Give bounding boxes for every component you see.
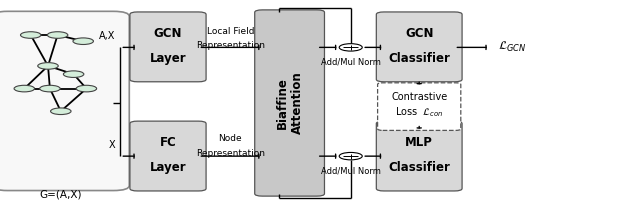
FancyBboxPatch shape: [376, 121, 462, 191]
Circle shape: [38, 63, 58, 69]
Text: Add/Mul Norm: Add/Mul Norm: [321, 167, 381, 176]
Text: Node: Node: [219, 134, 242, 143]
Text: Add/Mul Norm: Add/Mul Norm: [321, 58, 381, 67]
Circle shape: [76, 85, 97, 92]
Circle shape: [73, 38, 93, 44]
FancyBboxPatch shape: [376, 12, 462, 82]
Circle shape: [339, 152, 362, 160]
Circle shape: [14, 85, 35, 92]
Text: Layer: Layer: [150, 161, 186, 174]
Text: A,X: A,X: [99, 31, 115, 41]
FancyBboxPatch shape: [378, 83, 461, 130]
FancyBboxPatch shape: [0, 11, 129, 191]
FancyBboxPatch shape: [130, 12, 206, 82]
Text: Loss  $\mathcal{L}_{con}$: Loss $\mathcal{L}_{con}$: [395, 105, 444, 119]
Text: Biaffine
Attention: Biaffine Attention: [276, 72, 303, 134]
Text: GCN: GCN: [405, 27, 433, 40]
Text: GCN: GCN: [154, 27, 182, 40]
Text: Classifier: Classifier: [388, 52, 450, 65]
Circle shape: [339, 44, 362, 51]
Text: G=(A,X): G=(A,X): [39, 190, 82, 200]
Text: Layer: Layer: [150, 52, 186, 65]
Text: Representation: Representation: [196, 41, 265, 50]
FancyBboxPatch shape: [255, 10, 324, 196]
Text: Contrastive: Contrastive: [391, 92, 447, 102]
Text: MLP: MLP: [405, 136, 433, 149]
Text: FC: FC: [159, 136, 177, 149]
Text: $\mathcal{L}_{GCN}$: $\mathcal{L}_{GCN}$: [498, 40, 526, 54]
Circle shape: [40, 85, 60, 92]
Circle shape: [47, 32, 68, 38]
Circle shape: [51, 108, 71, 115]
Circle shape: [20, 32, 41, 38]
Text: Local Field: Local Field: [207, 27, 254, 36]
Text: X: X: [109, 140, 115, 150]
Text: Representation: Representation: [196, 149, 265, 158]
FancyBboxPatch shape: [130, 121, 206, 191]
Circle shape: [63, 71, 84, 77]
Text: Classifier: Classifier: [388, 161, 450, 174]
